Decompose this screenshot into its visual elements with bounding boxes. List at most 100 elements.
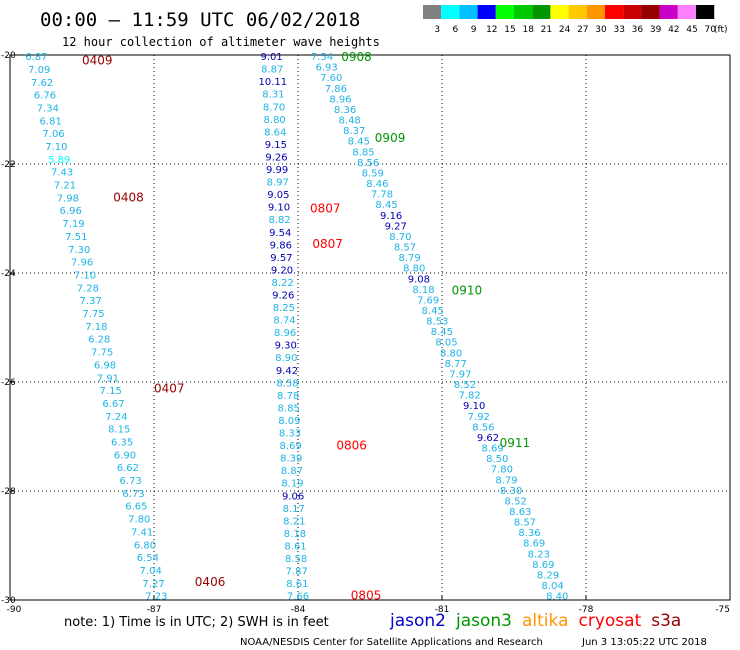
legend-entry-jason3: jason3 [455,611,512,631]
y-tick-label: -26 [1,378,16,388]
swh-value: 7.97 [449,369,471,380]
swh-value: 8.80 [440,348,462,359]
swh-value: 9.42 [276,366,298,377]
color-scale-label: 3 [434,25,440,35]
swh-value: 8.96 [329,94,351,105]
swh-value: 7.10 [74,270,96,281]
swh-value: 7.23 [145,592,167,603]
color-scale-swatch [641,5,660,19]
swh-value: 8.80 [264,115,286,126]
swh-value: 8.21 [283,516,305,527]
swh-value: 8.69 [523,539,545,550]
x-tick-label: -81 [435,605,450,615]
swh-value: 8.85 [278,403,300,414]
color-scale-swatch [696,5,715,19]
swh-value: 7.18 [85,322,107,333]
x-tick-label: -84 [291,605,306,615]
satellite-tracks: 6.87 7.09 7.62 6.767.34 6.81 7.06 7.10 5.89 7.43… [25,50,568,603]
swh-value: 6.90 [114,450,136,461]
color-scale-label: 33 [613,25,624,35]
swh-value: 8.69 [532,560,554,571]
legend-entry-s3a: s3a [651,611,681,631]
satellite-legend: jason2 jason3 altika cryosat s3a [389,611,681,631]
swh-value: 9.57 [270,253,292,264]
color-scale-label: 45 [686,25,697,35]
swh-value: 8.25 [273,303,295,314]
grid-lines [10,55,730,600]
x-tick-label: -78 [579,605,594,615]
pass-label: 0406 [195,575,226,589]
color-scale-label: 24 [559,25,571,35]
color-scale-label: 27 [577,25,588,35]
swh-value: 8.63 [509,507,531,518]
swh-value: 7.21 [54,181,76,192]
swh-value: 8.36 [334,105,356,116]
swh-value: 7.75 [82,309,104,320]
color-scale-swatch [477,5,496,19]
swh-value: 8.36 [518,528,540,539]
color-scale-swatch [459,5,478,19]
swh-value: 7.86 [325,84,347,95]
swh-value: 6.62 [117,463,139,474]
swh-value: 8.78 [277,391,299,402]
color-scale-swatch [441,5,460,19]
color-scale-swatch [605,5,624,19]
swh-value: 8.52 [454,380,476,391]
swh-value: 7.62 [31,78,53,89]
color-scale-label: 70 [704,25,716,35]
swh-value: 9.06 [282,491,304,502]
swh-value: 8.04 [541,581,563,592]
swh-value: 8.61 [286,579,308,590]
swh-value: 7.78 [371,190,393,201]
swh-value: 7.80 [491,465,513,476]
swh-value: 8.70 [389,232,411,243]
swh-value: 8.50 [486,454,508,465]
swh-value: 8.18 [412,285,434,296]
color-scale-label: 39 [650,25,662,35]
swh-value: 7.10 [45,142,67,153]
pass-label: 0910 [452,283,483,297]
axis-ticks: -90 -87 -84 -81 -78 -75 -20 -22 -24 -26 -28 -30 [1,51,731,615]
swh-value: 7.43 [51,168,73,179]
color-scale-swatch [586,5,605,19]
color-scale-label: 6 [453,25,459,35]
swh-value: 8.70 [263,102,285,113]
swh-value: 6.67 [102,399,124,410]
swh-value: 7.06 [42,129,64,140]
swh-value: 9.62 [477,433,499,444]
swh-value: 6.96 [60,206,82,217]
swh-value: 8.33 [279,429,301,440]
swh-value: 9.30 [275,341,297,352]
swh-value: 8.56 [472,422,494,433]
swh-value: 6.65 [125,502,147,513]
swh-value: 8.69 [482,444,504,455]
swh-value: 6.80 [134,540,156,551]
swh-value: 6.81 [40,116,62,127]
footer-timestamp: Jun 3 13:05:22 UTC 2018 [581,637,707,648]
swh-value: 6.76 [34,91,56,102]
color-scale-label: 9 [471,25,477,35]
swh-value: 8.74 [273,316,295,327]
y-tick-label: -20 [1,51,16,61]
pass-label: 0807 [310,202,341,216]
chart-title: 00:00 – 11:59 UTC 06/02/2018 [40,9,360,31]
swh-value: 8.22 [272,278,294,289]
swh-value: 8.17 [283,504,305,515]
swh-value: 8.77 [445,359,467,370]
swh-value: 7.82 [458,391,480,402]
swh-value: 7.75 [91,348,113,359]
swh-value: 9.20 [271,265,293,276]
pass-label: 0911 [500,436,531,450]
swh-value: 9.01 [260,52,282,63]
swh-value: 8.79 [495,475,517,486]
swh-value: 8.87 [261,65,283,76]
swh-value: 7.34 [37,103,59,114]
swh-value: 8.45 [431,327,453,338]
color-scale-swatch [623,5,642,19]
swh-value: 8.53 [426,317,448,328]
swh-value: 8.64 [264,127,286,138]
pass-label: 0805 [351,589,382,603]
swh-value: 7.96 [71,258,93,269]
swh-value: 9.27 [385,221,407,232]
